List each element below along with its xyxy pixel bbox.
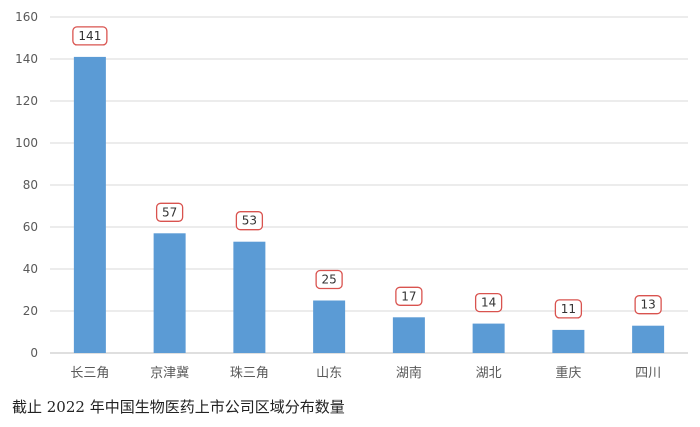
bar (472, 323, 505, 353)
y-tick-label: 40 (23, 262, 38, 276)
data-label-box (315, 269, 343, 290)
data-label: 14 (481, 296, 496, 310)
data-label-box (72, 26, 108, 46)
data-label-box (634, 295, 662, 315)
bar (552, 329, 585, 353)
y-tick-label: 80 (23, 178, 38, 192)
figure-caption: 截止 2022 年中国生物医药上市公司区域分布数量 (12, 398, 345, 416)
data-labels: 141 57 53 25 17 14 11 13 (72, 26, 662, 319)
data-label: 141 (78, 29, 101, 43)
y-tick-label: 100 (15, 136, 38, 150)
data-label: 13 (640, 298, 655, 312)
data-label-box (554, 299, 583, 319)
y-tick-label: 20 (23, 304, 38, 318)
x-tick-label: 珠三角 (230, 366, 269, 381)
y-tick-label: 0 (30, 346, 38, 360)
data-label-box (474, 292, 503, 313)
bar (392, 317, 425, 353)
x-tick-label: 四川 (635, 366, 661, 381)
data-label: 11 (561, 302, 576, 316)
x-tick-label: 长三角 (70, 366, 109, 381)
bar (313, 300, 346, 353)
x-tick-label: 湖北 (476, 366, 502, 381)
data-label-box (155, 202, 184, 222)
y-tick-label: 160 (15, 10, 38, 24)
bar (73, 56, 106, 354)
bars (73, 56, 665, 354)
y-axis: 0 20 40 60 80 100 120 140 160 (15, 10, 38, 360)
x-tick-label: 重庆 (555, 365, 581, 381)
x-tick-label: 京津冀 (150, 365, 189, 381)
data-label-box (235, 211, 264, 231)
data-label: 25 (321, 273, 336, 287)
gridlines (50, 16, 688, 354)
bar (233, 241, 266, 353)
x-tick-label: 山东 (316, 366, 342, 381)
data-label-box (395, 286, 423, 306)
data-label: 17 (401, 289, 416, 303)
bar (153, 233, 186, 353)
data-label: 57 (162, 205, 177, 219)
y-tick-label: 60 (23, 220, 38, 234)
y-tick-label: 120 (15, 94, 38, 108)
y-tick-label: 140 (15, 52, 38, 66)
x-tick-label: 湖南 (396, 365, 422, 381)
bar (632, 325, 665, 353)
data-label: 53 (242, 214, 257, 228)
x-axis: 长三角 京津冀 珠三角 山东 湖南 湖北 重庆 四川 (70, 365, 661, 381)
